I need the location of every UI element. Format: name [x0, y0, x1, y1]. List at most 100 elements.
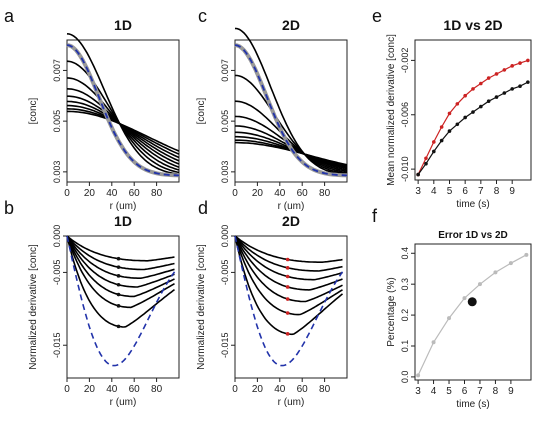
- series-point: [416, 172, 420, 177]
- series-point: [486, 99, 491, 103]
- y-tick-label: 0.003: [52, 161, 62, 184]
- plot-frame: [234, 235, 348, 379]
- x-tick-label: 80: [151, 384, 163, 395]
- panel-f: f Error 1D vs 2D 3 4 5 6 7 8 9 time (s) 0.0 0.1 0.2 0…: [372, 206, 532, 410]
- error-point: [524, 252, 529, 257]
- series-point: [463, 93, 467, 98]
- derivative-marker: [285, 274, 290, 279]
- x-tick-label: 40: [106, 188, 118, 199]
- panel-title: Error 1D vs 2D: [438, 230, 507, 241]
- panel-label-f: f: [372, 206, 378, 226]
- x-tick-label: 0: [232, 384, 238, 395]
- conc-curve: [67, 110, 180, 152]
- series-point: [424, 156, 428, 161]
- error-point: [416, 373, 421, 378]
- y-tick-label: -0.015: [220, 332, 230, 358]
- panel-title: 1D vs 2D: [443, 17, 502, 33]
- y-tick-label: 0.0: [400, 371, 410, 384]
- series-point: [494, 72, 499, 76]
- y-tick-label: -0.002: [400, 48, 410, 74]
- derivative-marker: [285, 285, 290, 289]
- x-tick-label: 80: [151, 188, 163, 199]
- y-tick-label: 0.3: [400, 278, 410, 291]
- panel-a: a 1D 0 20 40 60 80 r (um) 0.003 0.005 0.007 [conc]: [4, 6, 180, 212]
- series-point: [439, 138, 444, 143]
- x-tick-label: 6: [462, 186, 468, 197]
- y-tick-label: 0.007: [52, 59, 62, 82]
- panel-title: 1D: [114, 17, 132, 33]
- derivative-marker: [285, 257, 290, 262]
- derivative-marker: [285, 297, 290, 301]
- x-tick-label: 8: [493, 386, 499, 397]
- panel-label-e: e: [372, 6, 382, 26]
- error-point: [431, 340, 436, 345]
- y-tick-label: -0.005: [220, 260, 230, 286]
- derivative-curve: [66, 235, 175, 298]
- series-point: [502, 68, 507, 72]
- y-tick-label: 0.1: [400, 340, 410, 353]
- x-tick-label: 20: [84, 384, 96, 395]
- x-tick-label: 40: [106, 384, 118, 395]
- x-tick-label: 7: [478, 186, 484, 197]
- y-tick-label: -0.015: [52, 332, 62, 358]
- conc-curve: [234, 74, 348, 175]
- error-line: [417, 254, 527, 376]
- series-point: [471, 110, 475, 114]
- derivative-marker: [285, 266, 290, 270]
- panel-label-c: c: [198, 6, 207, 26]
- series-point: [518, 61, 522, 65]
- derivative-marker: [116, 274, 121, 278]
- derivative-curve: [66, 235, 175, 271]
- panel-title: 1D: [114, 213, 132, 229]
- derivative-curve: [66, 235, 175, 288]
- error-point: [477, 282, 482, 287]
- derivative-curve: [66, 235, 175, 309]
- series-point: [510, 87, 514, 91]
- series-point: [455, 122, 460, 127]
- y-tick-label: 0.003: [220, 161, 230, 184]
- y-tick-label: -0.006: [400, 102, 410, 128]
- series-point: [455, 102, 460, 106]
- conc-curve: [234, 100, 348, 174]
- x-tick-label: 5: [446, 386, 452, 397]
- x-tick-label: 20: [252, 188, 264, 199]
- y-tick-label: 0.005: [220, 110, 230, 133]
- x-tick-label: 9: [508, 386, 514, 397]
- x-axis-label: r (um): [110, 201, 137, 212]
- x-tick-label: 0: [64, 384, 70, 395]
- x-axis-label: time (s): [456, 399, 489, 410]
- series-point: [471, 87, 475, 91]
- series-point: [432, 140, 436, 144]
- x-tick-label: 6: [462, 386, 468, 397]
- panel-label-d: d: [198, 198, 208, 218]
- plot-frame: [414, 39, 532, 181]
- conc-curve: [234, 27, 348, 176]
- x-tick-label: 8: [494, 186, 500, 197]
- series-point: [494, 95, 499, 99]
- derivative-curve: [234, 235, 343, 272]
- series-point: [479, 104, 483, 109]
- derivative-marker: [285, 311, 290, 315]
- x-axis-label: time (s): [456, 199, 489, 210]
- x-tick-label: 3: [415, 186, 421, 197]
- x-tick-label: 60: [297, 188, 309, 199]
- x-tick-label: 40: [274, 188, 286, 199]
- x-tick-label: 60: [129, 384, 141, 395]
- derivative-marker: [116, 292, 121, 297]
- y-axis-label: Mean normalized derivative [conc]: [386, 34, 397, 186]
- derivative-marker: [116, 304, 121, 308]
- series-line: [417, 59, 529, 175]
- series-point: [424, 161, 428, 166]
- derivative-marker: [285, 332, 290, 336]
- panel-b: b 1D 0 20 40 60 80 r (um) 0.000 -0.005 -0.015 Norma…: [4, 198, 180, 408]
- series-point: [526, 58, 530, 63]
- y-tick-label: 0.2: [400, 309, 410, 322]
- x-tick-label: 0: [64, 188, 70, 199]
- panel-title: 2D: [282, 213, 300, 229]
- y-axis-label: Percentage (%): [386, 277, 397, 346]
- y-axis-label: Normalized derivative [conc]: [196, 244, 207, 370]
- derivative-curve: [234, 235, 343, 291]
- y-tick-label: 0.005: [52, 110, 62, 133]
- x-axis-label: r (um): [110, 397, 137, 408]
- x-tick-label: 60: [297, 384, 309, 395]
